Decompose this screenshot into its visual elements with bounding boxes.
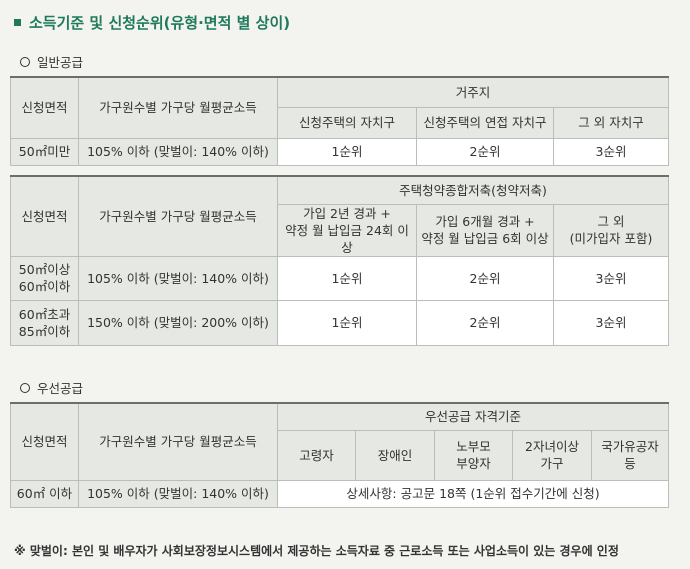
section-title: 소득기준 및 신청순위(유형·면적 별 상이) xyxy=(14,12,290,33)
col-income-header: 가구원수별 가구당 월평균소득 xyxy=(78,76,278,139)
priority-supply-heading: 우선공급 xyxy=(20,378,83,397)
footnote: ※ 맞벌이: 본인 및 배우자가 사회보장정보시스템에서 제공하는 소득자료 중… xyxy=(14,544,619,558)
col-area-header: 신청면적 xyxy=(10,175,79,257)
rank-cell: 1순위 xyxy=(277,255,417,301)
circle-bullet-icon xyxy=(20,56,30,67)
table-row: 60㎡ 이하 105% 이하 (맞벌이: 140% 이하) 상세사항: 공고문 … xyxy=(10,479,670,508)
table-row: 50㎡미만 105% 이하 (맞벌이: 140% 이하) 1순위 2순위 3순위 xyxy=(10,137,669,166)
table-row: 60㎡초과 85㎡이하 150% 이하 (맞벌이: 200% 이하) 1순위 2… xyxy=(10,299,669,346)
area-cell: 60㎡ 이하 xyxy=(10,479,79,508)
income-cell: 105% 이하 (맞벌이: 140% 이하) xyxy=(78,137,278,166)
general-residence-table: 신청면적 가구원수별 가구당 월평균소득 거주지 신청주택의 자치구 신청주택의… xyxy=(10,76,669,166)
sub-header-adjacent-district: 신청주택의 연접 자치구 xyxy=(416,106,554,139)
savings-group-header: 주택청약종합저축(청약저축) xyxy=(277,175,669,205)
rank-cell: 2순위 xyxy=(416,299,554,346)
sub-header-others: 그 외 (미가입자 포함) xyxy=(553,203,669,257)
circle-bullet-icon xyxy=(20,382,30,393)
income-cell: 150% 이하 (맞벌이: 200% 이하) xyxy=(78,299,278,346)
col-income-header: 가구원수별 가구당 월평균소득 xyxy=(78,175,278,257)
rank-cell: 3순위 xyxy=(553,299,669,346)
col-area-header: 신청면적 xyxy=(10,402,79,481)
square-bullet-icon xyxy=(14,19,21,26)
area-cell: 60㎡초과 85㎡이하 xyxy=(10,299,79,346)
sub-header-6months: 가입 6개월 경과 + 약정 월 납입금 6회 이상 xyxy=(416,203,554,257)
col-area-header: 신청면적 xyxy=(10,76,79,139)
area-cell: 50㎡미만 xyxy=(10,137,79,166)
detail-cell: 상세사항: 공고문 18쪽 (1순위 접수기간에 신청) xyxy=(276,479,670,508)
rank-cell: 1순위 xyxy=(277,299,417,346)
rank-cell: 2순위 xyxy=(416,137,554,166)
qualification-group-header: 우선공급 자격기준 xyxy=(276,402,670,431)
sub-header-two-children: 2자녀이상 가구 xyxy=(512,429,592,481)
rank-cell: 2순위 xyxy=(416,255,554,301)
sub-header-elderly: 고령자 xyxy=(277,429,356,481)
income-cell: 105% 이하 (맞벌이: 140% 이하) xyxy=(78,479,278,508)
general-supply-heading: 일반공급 xyxy=(20,52,83,71)
rank-cell: 3순위 xyxy=(553,137,669,166)
sub-header-veterans: 국가유공자 등 xyxy=(590,429,670,481)
section-title-text: 소득기준 및 신청순위(유형·면적 별 상이) xyxy=(29,14,291,32)
rank-cell: 3순위 xyxy=(553,255,669,301)
residence-group-header: 거주지 xyxy=(277,76,669,108)
income-cell: 105% 이하 (맞벌이: 140% 이하) xyxy=(78,255,278,301)
area-cell: 50㎡이상 60㎡이하 xyxy=(10,255,79,301)
table-row: 50㎡이상 60㎡이하 105% 이하 (맞벌이: 140% 이하) 1순위 2… xyxy=(10,255,669,301)
sub-header-parent-supporter: 노부모 부양자 xyxy=(434,429,513,481)
sub-header-2years: 가입 2년 경과 + 약정 월 납입금 24회 이상 xyxy=(277,203,417,257)
sub-header-own-district: 신청주택의 자치구 xyxy=(277,106,417,139)
general-savings-table: 신청면적 가구원수별 가구당 월평균소득 주택청약종합저축(청약저축) 가입 2… xyxy=(10,175,669,346)
sub-header-disabled: 장애인 xyxy=(355,429,435,481)
sub-header-other-district: 그 외 자치구 xyxy=(553,106,669,139)
priority-supply-table: 신청면적 가구원수별 가구당 월평균소득 우선공급 자격기준 고령자 장애인 노… xyxy=(10,402,670,508)
col-income-header: 가구원수별 가구당 월평균소득 xyxy=(78,402,278,481)
rank-cell: 1순위 xyxy=(277,137,417,166)
